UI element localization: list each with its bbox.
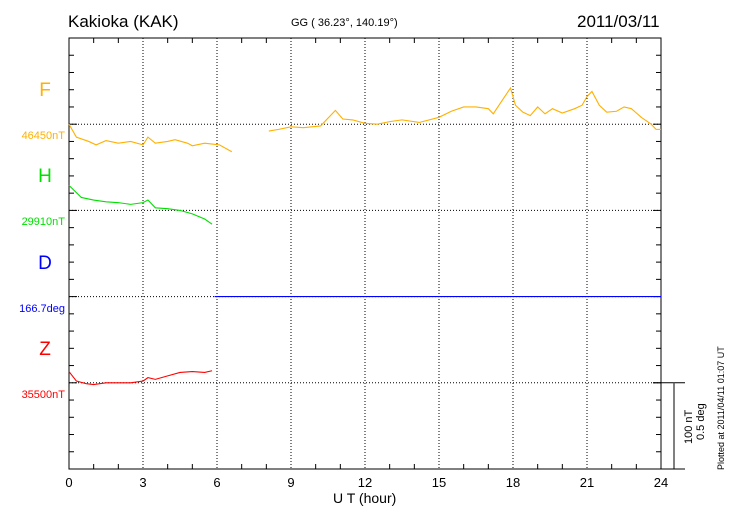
x-tick-label: 12 (358, 475, 372, 490)
station-title: Kakioka (KAK) (68, 12, 179, 31)
x-tick-label: 9 (287, 475, 294, 490)
series-name-z: Z (39, 338, 51, 360)
x-tick-label: 21 (580, 475, 594, 490)
x-tick-label: 18 (506, 475, 520, 490)
x-axis-label: U T (hour) (333, 490, 397, 506)
series-line-f (68, 123, 233, 153)
x-tick-label: 0 (65, 475, 72, 490)
series-baseline-d: 166.7deg (19, 302, 65, 315)
x-tick-label: 6 (213, 475, 220, 490)
series-name-f: F (39, 80, 51, 102)
series-line-f (268, 86, 661, 132)
series-name-d: D (38, 252, 52, 274)
x-tick-label: 24 (654, 475, 668, 490)
series-baseline-f: 46450nT (21, 130, 65, 143)
series-line-h (68, 185, 213, 225)
x-tick-label: 15 (432, 475, 446, 490)
date-label: 2011/03/11 (577, 12, 660, 31)
plot-frame (68, 37, 662, 470)
series-line-z (68, 370, 213, 386)
x-tick-label: 3 (139, 475, 146, 490)
series-baseline-h: 29910nT (21, 216, 65, 229)
series-name-h: H (38, 166, 52, 188)
station-coords: GG ( 36.23°, 140.19°) (291, 17, 398, 29)
series-baseline-z: 35500nT (21, 388, 65, 401)
